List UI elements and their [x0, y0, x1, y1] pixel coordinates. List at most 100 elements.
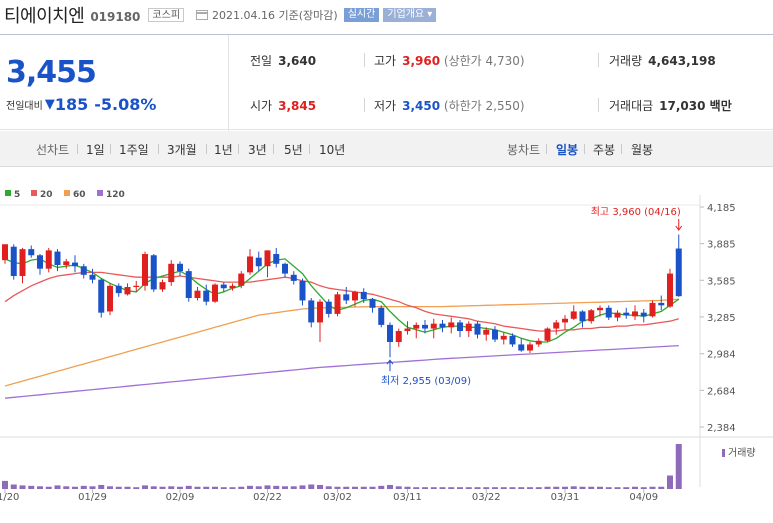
divider — [228, 35, 229, 131]
candle-body — [632, 311, 638, 317]
volume-bar — [177, 486, 183, 489]
volume-bar — [255, 486, 262, 489]
candle-body — [133, 285, 140, 288]
y-tick-label: 2,384 — [707, 423, 736, 434]
volume-bar — [570, 486, 577, 489]
tab-3y[interactable]: 3년 — [248, 143, 267, 157]
candle-body — [115, 285, 122, 294]
volume-bar — [37, 486, 43, 489]
volume-bar — [352, 486, 358, 489]
volume-bar — [317, 484, 323, 489]
high-annotation: 최고 3,960 (04/16) — [591, 206, 681, 218]
y-tick-label: 4,185 — [707, 203, 736, 214]
candle-body — [45, 250, 52, 269]
candle-body — [527, 344, 533, 351]
price-change: 전일대비 ▼ 185 -5.08% — [6, 95, 156, 114]
tab-1y[interactable]: 1년 — [214, 143, 233, 157]
tab-1w[interactable]: 1주일 — [119, 143, 149, 157]
candle-body — [142, 254, 148, 286]
tab-10y[interactable]: 10년 — [319, 143, 346, 157]
divider — [110, 144, 111, 154]
tab-3m[interactable]: 3개월 — [167, 143, 197, 157]
candle-body — [387, 324, 393, 342]
volume-bar — [220, 487, 227, 489]
volume-bar — [299, 485, 306, 489]
volume-label: 거래량 — [728, 447, 756, 459]
tab-daily[interactable]: 일봉 — [556, 143, 579, 157]
candle-body — [562, 318, 568, 323]
candle-body — [264, 250, 271, 267]
stock-name[interactable]: 티에이치엔 — [4, 6, 85, 27]
volume-bar — [553, 486, 560, 489]
volume-bar — [194, 486, 201, 489]
volume-bar — [422, 487, 428, 489]
y-tick-label: 3,585 — [707, 276, 736, 287]
volume-bar — [378, 485, 385, 489]
x-tick-label: 03/11 — [393, 492, 422, 503]
volume-bar — [107, 486, 113, 489]
volume-bar — [395, 486, 402, 489]
tab-1d[interactable]: 1일 — [86, 143, 105, 157]
tab-candle-chart[interactable]: 봉차트 — [507, 143, 541, 157]
x-tick-label: 03/02 — [323, 492, 352, 503]
candle-body — [212, 284, 218, 302]
volume-bar — [115, 486, 122, 489]
volume-bar — [80, 485, 87, 489]
legend-label-60: 60 — [73, 190, 86, 200]
volume-bar — [369, 486, 376, 489]
y-tick-label: 2,684 — [707, 386, 736, 397]
divider — [546, 144, 547, 154]
volume-bar — [675, 444, 682, 489]
volume-bar — [10, 484, 17, 489]
divider — [273, 144, 274, 154]
tab-line-chart[interactable]: 선차트 — [36, 143, 70, 157]
volume-bar — [614, 487, 621, 489]
ma20-line — [4, 271, 679, 332]
prev-close: 전일 3,640 — [250, 54, 317, 68]
divider — [364, 98, 365, 112]
candle-body — [247, 256, 253, 273]
candle-body — [107, 285, 113, 312]
candle-body — [667, 273, 673, 307]
x-tick-label: 04/09 — [629, 492, 658, 503]
x-tick-label: 02/09 — [166, 492, 195, 503]
volume-bar — [2, 480, 8, 489]
tab-5y[interactable]: 5년 — [284, 143, 303, 157]
tab-weekly[interactable]: 주봉 — [593, 143, 616, 157]
divider — [158, 144, 159, 154]
volume-bar — [439, 487, 446, 489]
candle-body — [299, 280, 306, 301]
candle-body — [605, 307, 612, 318]
volume-bar — [500, 487, 507, 489]
high-price: 고가 3,960 (상한가 4,730) — [374, 54, 525, 68]
volume-bar — [579, 486, 586, 489]
legend-swatch-60 — [64, 190, 70, 196]
volume-bar — [535, 487, 542, 489]
company-overview-button[interactable]: 기업개요 ▾ — [383, 8, 437, 22]
candle-body — [72, 262, 78, 267]
candle-body — [430, 323, 437, 329]
volume-bar — [518, 487, 525, 489]
low-price: 저가 3,450 (하한가 2,550) — [374, 99, 525, 113]
tab-monthly[interactable]: 월봉 — [631, 143, 654, 157]
volume-legend-swatch — [722, 449, 725, 457]
volume-bar — [474, 487, 481, 489]
candle-body — [553, 322, 560, 329]
candle-body — [308, 300, 315, 323]
volume-bar — [527, 487, 533, 489]
legend-label-5: 5 — [14, 190, 20, 200]
volume-bar — [465, 487, 472, 489]
candle-body — [535, 340, 542, 345]
low-annotation: 최저 2,955 (03/09) — [381, 375, 471, 387]
candle-body — [465, 323, 472, 331]
candle-body — [597, 307, 603, 311]
volume-bar — [605, 487, 612, 489]
candle-body — [194, 290, 201, 299]
stock-header: 티에이치엔 019180 코스피 2021.04.16 기준(장마감) 실시간 … — [0, 0, 773, 30]
stock-chart[interactable]: 5 20 60 120 4,185 3,885 3,585 3,285 2,984 2,684 2,… — [0, 167, 773, 523]
divider — [77, 144, 78, 154]
candle-body — [509, 335, 516, 345]
x-tick-label: 01/20 — [0, 492, 19, 503]
realtime-button[interactable]: 실시간 — [343, 8, 380, 22]
